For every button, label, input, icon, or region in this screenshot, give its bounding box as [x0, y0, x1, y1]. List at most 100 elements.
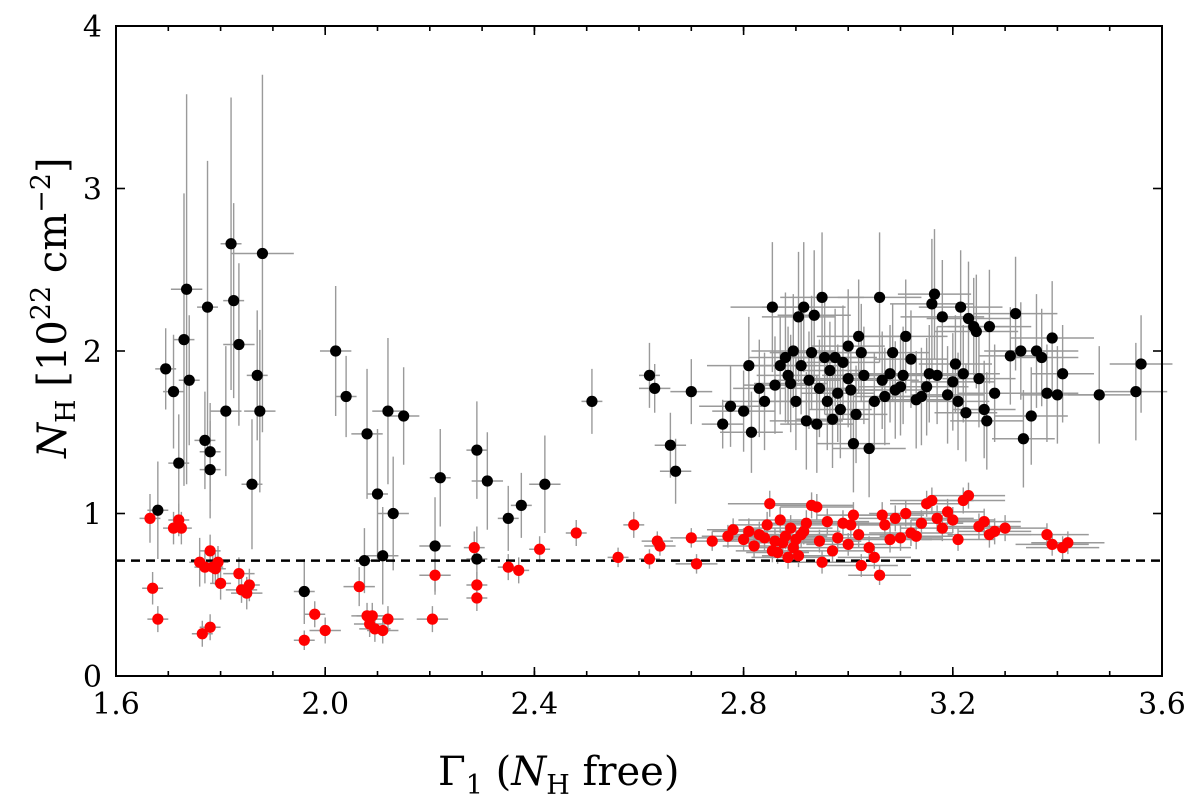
black-point — [897, 369, 909, 381]
black-point — [1015, 345, 1027, 357]
plot-area — [116, 74, 1173, 650]
black-point — [225, 238, 237, 250]
black-point — [173, 457, 185, 469]
black-point — [160, 363, 172, 375]
red-point — [233, 568, 245, 580]
black-point — [800, 415, 812, 427]
red-point — [144, 512, 156, 524]
black-point — [858, 369, 870, 381]
black-point — [586, 395, 598, 407]
black-point — [471, 553, 483, 565]
red-point — [353, 581, 365, 593]
black-point — [845, 384, 857, 396]
red-point — [894, 532, 907, 544]
red-point — [654, 540, 666, 552]
red-point — [764, 498, 776, 510]
black-point — [745, 426, 758, 438]
red-point — [758, 532, 771, 544]
red-point — [534, 543, 546, 555]
black-point — [228, 295, 240, 307]
black-point — [358, 555, 371, 567]
red-point — [821, 516, 833, 528]
red-point — [845, 519, 857, 531]
red-point — [792, 550, 805, 562]
black-point — [1025, 410, 1037, 422]
black-point — [926, 298, 938, 310]
red-point — [941, 506, 954, 518]
red-point — [1041, 529, 1053, 541]
black-point — [685, 386, 697, 398]
black-point — [1046, 332, 1058, 344]
black-point — [921, 381, 933, 393]
red-point — [884, 533, 896, 546]
black-point — [717, 418, 729, 430]
red-point — [426, 613, 439, 625]
black-point — [251, 369, 263, 381]
black-point — [1135, 358, 1147, 370]
black-point — [204, 446, 216, 458]
black-point — [941, 389, 954, 401]
black-point — [664, 439, 676, 451]
x-tick-label: 3.6 — [1138, 687, 1186, 722]
black-point — [850, 408, 862, 420]
black-point — [502, 512, 514, 524]
red-point — [952, 533, 964, 546]
red-point — [468, 542, 480, 554]
red-point — [800, 517, 812, 529]
black-point — [387, 507, 399, 520]
black-point — [254, 405, 266, 417]
red-point — [761, 519, 773, 531]
black-point — [382, 405, 394, 417]
red-point — [319, 624, 331, 637]
red-point — [863, 542, 875, 554]
red-point — [847, 509, 860, 521]
black-point — [960, 407, 972, 419]
black-point — [834, 403, 846, 416]
black-point — [876, 374, 888, 386]
red-point — [570, 527, 582, 539]
red-point — [382, 613, 394, 625]
x-tick-label: 2.4 — [511, 687, 559, 722]
red-point — [779, 530, 792, 542]
black-point — [1036, 351, 1048, 364]
black-point — [753, 382, 765, 394]
black-point — [204, 464, 216, 476]
red-point — [915, 517, 928, 529]
red-point — [999, 522, 1011, 534]
y-tick-label: 3 — [83, 173, 102, 208]
red-point — [1062, 537, 1074, 549]
red-point — [471, 579, 483, 591]
black-point — [398, 410, 410, 422]
black-point — [377, 550, 389, 562]
black-point — [808, 309, 820, 321]
black-point — [863, 442, 875, 455]
black-point — [233, 338, 245, 351]
black-point — [853, 330, 865, 342]
black-point — [201, 301, 214, 313]
black-point — [842, 340, 854, 352]
black-point — [1093, 389, 1105, 401]
red-point — [826, 545, 839, 557]
black-point — [792, 311, 805, 323]
black-point — [795, 360, 807, 372]
black-point — [434, 472, 446, 484]
red-point — [204, 545, 216, 557]
red-point — [690, 558, 703, 570]
black-point — [199, 434, 211, 446]
black-point — [873, 291, 886, 303]
black-point — [220, 405, 232, 417]
black-point — [983, 321, 996, 333]
red-point — [738, 533, 750, 546]
x-tick-label: 2.8 — [720, 687, 768, 722]
black-point — [787, 345, 799, 357]
red-point — [628, 519, 640, 531]
black-point — [931, 369, 943, 381]
x-tick-label: 1.6 — [92, 687, 140, 722]
black-point — [947, 376, 959, 388]
red-point — [377, 624, 389, 637]
red-point — [771, 546, 784, 559]
black-point — [1017, 433, 1030, 445]
black-point — [779, 351, 792, 364]
black-point — [167, 386, 180, 398]
black-point — [816, 291, 828, 303]
